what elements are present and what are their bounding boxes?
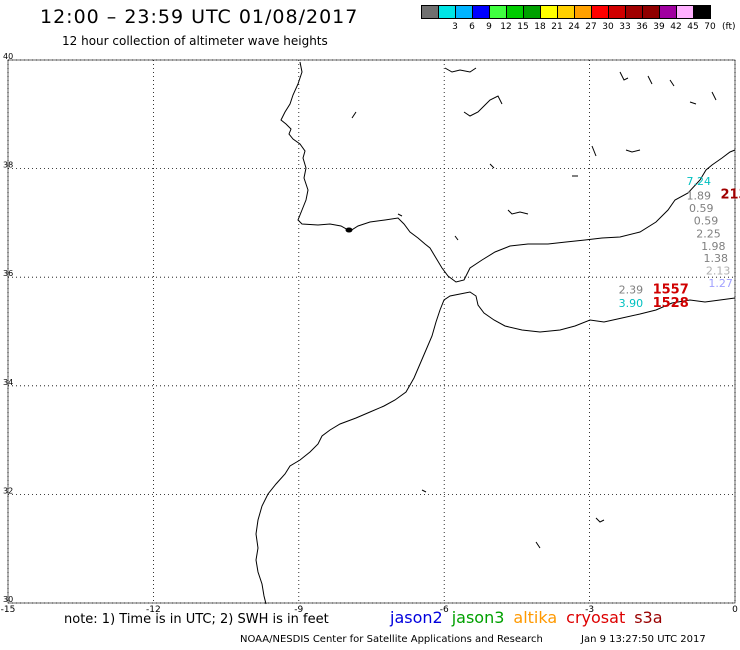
satellite-legend-item: altika [513, 608, 558, 627]
color-scale-tick: 21 [551, 22, 563, 32]
wave-height-label: 0.59 [694, 215, 719, 228]
coast-fragment [689, 101, 697, 105]
color-scale-tick: 18 [534, 22, 546, 32]
wave-height-label: 3.90 [619, 297, 644, 310]
wave-height-label: 1.89 [687, 190, 712, 203]
color-scale-tick: 45 [687, 22, 699, 32]
coast-fragment [625, 149, 641, 153]
satellite-legend-item: jason3 [451, 608, 505, 627]
wave-height-label: 1528 [653, 296, 689, 311]
wave-height-label: 1557 [653, 282, 689, 297]
coast-fragment [351, 111, 357, 119]
coast-fragment [535, 541, 541, 549]
coast-fragment [444, 67, 477, 73]
coast-fragment [397, 213, 403, 217]
color-scale-tick: 33 [619, 22, 631, 32]
longitude-tick-label: -15 [1, 605, 16, 615]
wave-height-label: 2.25 [696, 228, 721, 241]
longitude-tick-label: -9 [294, 605, 303, 615]
coastline [255, 61, 736, 605]
footnote: note: 1) Time is in UTC; 2) SWH is in fe… [64, 612, 329, 627]
latitude-tick-label: 38 [3, 161, 13, 170]
latitude-tick-label: 34 [3, 378, 13, 387]
coast-fragment [669, 79, 675, 87]
coast-fragment [507, 209, 529, 215]
satellite-legend-item: s3a [634, 608, 663, 627]
wave-height-label: 213 [720, 187, 740, 202]
coast-fragment [711, 91, 717, 101]
color-swatch [693, 5, 711, 19]
color-scale-tick: 15 [517, 22, 529, 32]
coastline-morocco [255, 291, 736, 605]
coast-fragment [591, 145, 597, 157]
color-scale-tick: 9 [486, 22, 492, 32]
altimeter-observations: 7.242131.890.590.592.251.981.382.131.272… [619, 175, 740, 311]
color-scale-tick: 6 [469, 22, 475, 32]
longitude-tick-label: -3 [585, 605, 594, 615]
longitude-tick-label: -6 [440, 605, 449, 615]
color-scale-tick: 30 [602, 22, 614, 32]
longitude-tick-label: 0 [732, 605, 738, 615]
satellite-legend: jason2 jason3 altika cryosat s3a [390, 608, 672, 627]
color-scale-tick: 12 [500, 22, 512, 32]
color-scale-tick: 39 [653, 22, 665, 32]
latitude-tick-label: 32 [3, 486, 13, 495]
wave-height-label: 1.38 [703, 252, 728, 265]
wave-height-label: 7.24 [687, 175, 712, 188]
coast-fragment [454, 235, 459, 241]
color-scale-unit: (ft) [722, 22, 736, 32]
color-scale-tick: 36 [636, 22, 648, 32]
coast-fragment [595, 517, 605, 523]
satellite-legend-item: cryosat [566, 608, 626, 627]
latitude-tick-label: 36 [3, 269, 13, 278]
wave-height-label: 0.59 [689, 202, 714, 215]
color-scale-legend: 3 6 9 12 15 18 21 24 27 30 33 36 39 42 45 70 (ft) [421, 5, 736, 32]
longitude-tick-label: -12 [146, 605, 161, 615]
coast-fragment [619, 71, 629, 81]
credit-line: NOAA/NESDIS Center for Satellite Applica… [240, 634, 543, 645]
color-scale-swatches [421, 5, 711, 19]
coast-fragment [489, 163, 495, 169]
wave-height-label: 1.27 [708, 277, 733, 290]
color-scale-tick: 42 [670, 22, 682, 32]
island [345, 227, 353, 233]
wave-height-label: 2.13 [706, 264, 731, 277]
coastline-portugal-spain [280, 61, 736, 283]
color-scale-tick: 24 [568, 22, 580, 32]
coast-fragment [421, 489, 427, 493]
generated-timestamp: Jan 9 13:27:50 UTC 2017 [581, 634, 706, 645]
color-scale-tick: 70 [704, 22, 716, 32]
coast-fragment [463, 95, 503, 117]
satellite-legend-item: jason2 [390, 608, 443, 627]
wave-height-label: 2.39 [619, 283, 644, 296]
chart-subtitle: 12 hour collection of altimeter wave hei… [62, 34, 328, 48]
coast-fragment [647, 75, 653, 85]
latitude-tick-label: 40 [3, 52, 13, 61]
wave-height-label: 1.98 [701, 240, 726, 253]
color-scale-tick: 27 [585, 22, 597, 32]
color-scale-labels: 3 6 9 12 15 18 21 24 27 30 33 36 39 42 45 70 [421, 22, 740, 36]
chart-title: 12:00 – 23:59 UTC 01/08/2017 [40, 6, 359, 28]
color-scale-tick: 3 [452, 22, 458, 32]
latitude-tick-label: 30 [3, 595, 13, 604]
map-frame [7, 59, 736, 604]
lat-lon-grid: -15 -12 -9 -6 -3 0 40 38 36 34 32 30 [1, 52, 738, 615]
